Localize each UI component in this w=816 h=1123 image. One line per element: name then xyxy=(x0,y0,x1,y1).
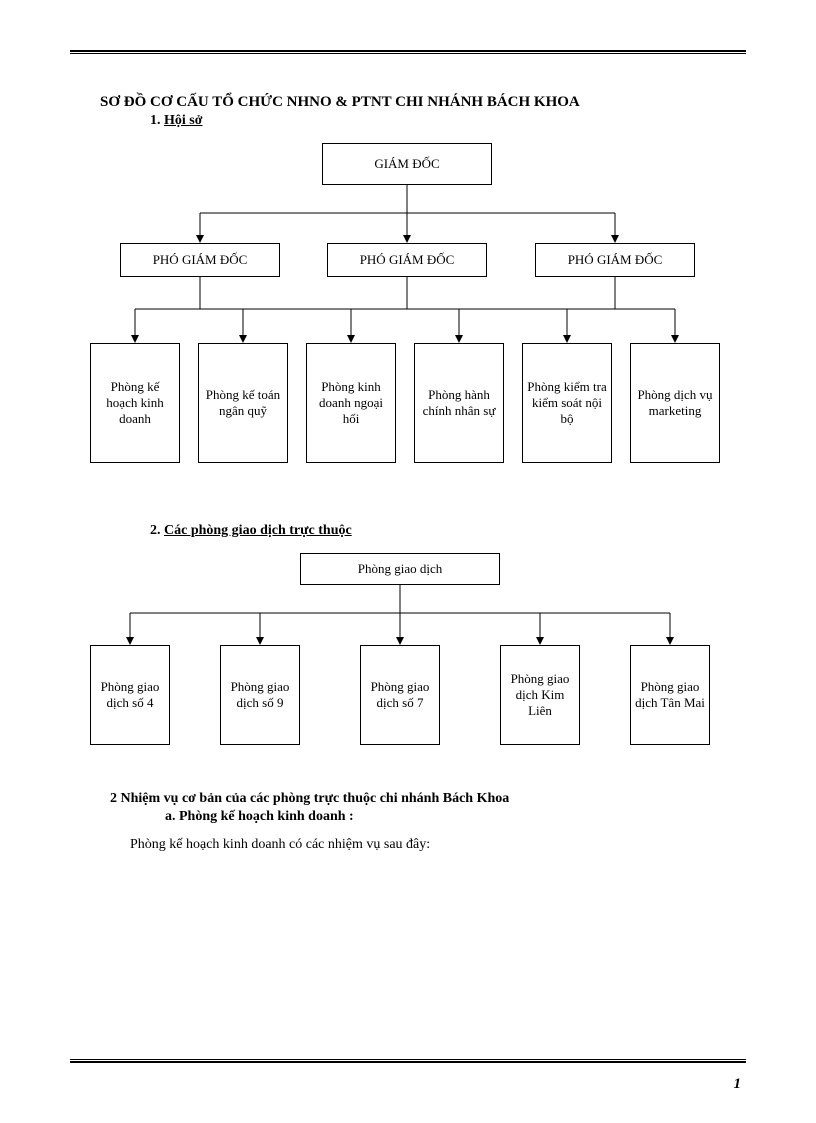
heading-1-text: Hội sở xyxy=(164,113,202,128)
org2-child-2: Phòng giao dịch số 7 xyxy=(360,645,440,745)
org1-l3-4: Phòng kiểm tra kiểm soát nội bộ xyxy=(522,343,612,463)
org1-root: GIÁM ĐỐC xyxy=(322,143,492,185)
org1-l3-2: Phòng kinh doanh ngoại hối xyxy=(306,343,396,463)
top-rule xyxy=(70,50,746,54)
org2-child-1: Phòng giao dịch số 9 xyxy=(220,645,300,745)
heading-1-prefix: 1. xyxy=(150,113,161,128)
org1-l2-1: PHÓ GIÁM ĐỐC xyxy=(327,243,487,277)
org1-l2-2: PHÓ GIÁM ĐỐC xyxy=(535,243,695,277)
org1-l3-5: Phòng dịch vụ marketing xyxy=(630,343,720,463)
bottom-rule xyxy=(70,1059,746,1063)
page-title: SƠ ĐỒ CƠ CẤU TỔ CHỨC NHNO & PTNT CHI NHÁ… xyxy=(100,94,746,111)
heading-3: 2 Nhiệm vụ cơ bản của các phòng trực thu… xyxy=(110,791,746,807)
org-chart-2: Phòng giao dịch Phòng giao dịch số 4 Phò… xyxy=(70,553,746,773)
org1-l3-0: Phòng kế hoạch kinh doanh xyxy=(90,343,180,463)
org2-child-3: Phòng giao dịch Kim Liên xyxy=(500,645,580,745)
body-paragraph: Phòng kế hoạch kinh doanh có các nhiệm v… xyxy=(130,837,746,853)
org1-l3-1: Phòng kế toán ngân quỹ xyxy=(198,343,288,463)
org1-l3-3: Phòng hành chính nhân sự xyxy=(414,343,504,463)
heading-1: 1. Hội sở xyxy=(150,113,746,129)
org-chart-1: GIÁM ĐỐC PHÓ GIÁM ĐỐC PHÓ GIÁM ĐỐC PHÓ G… xyxy=(70,143,746,513)
heading-2: 2. Các phòng giao dịch trực thuộc xyxy=(150,523,746,539)
org1-l2-0: PHÓ GIÁM ĐỐC xyxy=(120,243,280,277)
heading-3b: a. Phòng kế hoạch kinh doanh : xyxy=(165,809,746,825)
org2-root: Phòng giao dịch xyxy=(300,553,500,585)
heading-2-text: Các phòng giao dịch trực thuộc xyxy=(164,523,352,538)
page-number: 1 xyxy=(734,1076,742,1093)
org2-child-4: Phòng giao dịch Tân Mai xyxy=(630,645,710,745)
heading-2-prefix: 2. xyxy=(150,523,161,538)
org2-child-0: Phòng giao dịch số 4 xyxy=(90,645,170,745)
